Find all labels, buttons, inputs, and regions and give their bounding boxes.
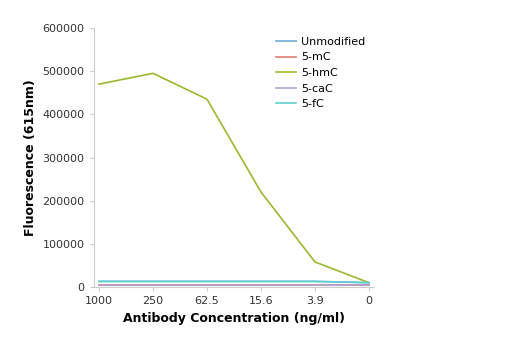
- Unmodified: [96, 279, 102, 284]
- 5-mC: [150, 283, 156, 287]
- 5-hmC: [96, 82, 102, 86]
- Unmodified: [258, 279, 264, 284]
- 5-caC: [258, 283, 264, 287]
- 5-caC: [312, 283, 318, 287]
- 5-mC: [96, 283, 102, 287]
- X-axis label: Antibody Concentration (ng/ml): Antibody Concentration (ng/ml): [123, 312, 345, 324]
- 5-mC: [204, 283, 210, 287]
- Y-axis label: Fluorescence (615nm): Fluorescence (615nm): [24, 79, 37, 236]
- 5-fC: [366, 281, 372, 285]
- 5-caC: [150, 283, 156, 287]
- Unmodified: [366, 281, 372, 285]
- Line: 5-fC: 5-fC: [99, 281, 369, 283]
- 5-caC: [366, 283, 372, 287]
- Unmodified: [150, 279, 156, 284]
- Unmodified: [204, 279, 210, 284]
- 5-hmC: [258, 190, 264, 194]
- Legend: Unmodified, 5-mC, 5-hmC, 5-caC, 5-fC: Unmodified, 5-mC, 5-hmC, 5-caC, 5-fC: [272, 34, 369, 112]
- 5-hmC: [312, 260, 318, 264]
- 5-caC: [204, 283, 210, 287]
- 5-mC: [366, 283, 372, 287]
- 5-fC: [96, 279, 102, 284]
- 5-caC: [96, 283, 102, 287]
- Line: 5-hmC: 5-hmC: [99, 74, 369, 283]
- 5-fC: [150, 279, 156, 284]
- 5-hmC: [150, 71, 156, 76]
- 5-fC: [312, 279, 318, 284]
- Unmodified: [312, 279, 318, 284]
- 5-hmC: [366, 281, 372, 285]
- 5-mC: [258, 283, 264, 287]
- 5-fC: [204, 279, 210, 284]
- 5-mC: [312, 283, 318, 287]
- 5-hmC: [204, 97, 210, 101]
- 5-fC: [258, 279, 264, 284]
- Line: Unmodified: Unmodified: [99, 281, 369, 283]
